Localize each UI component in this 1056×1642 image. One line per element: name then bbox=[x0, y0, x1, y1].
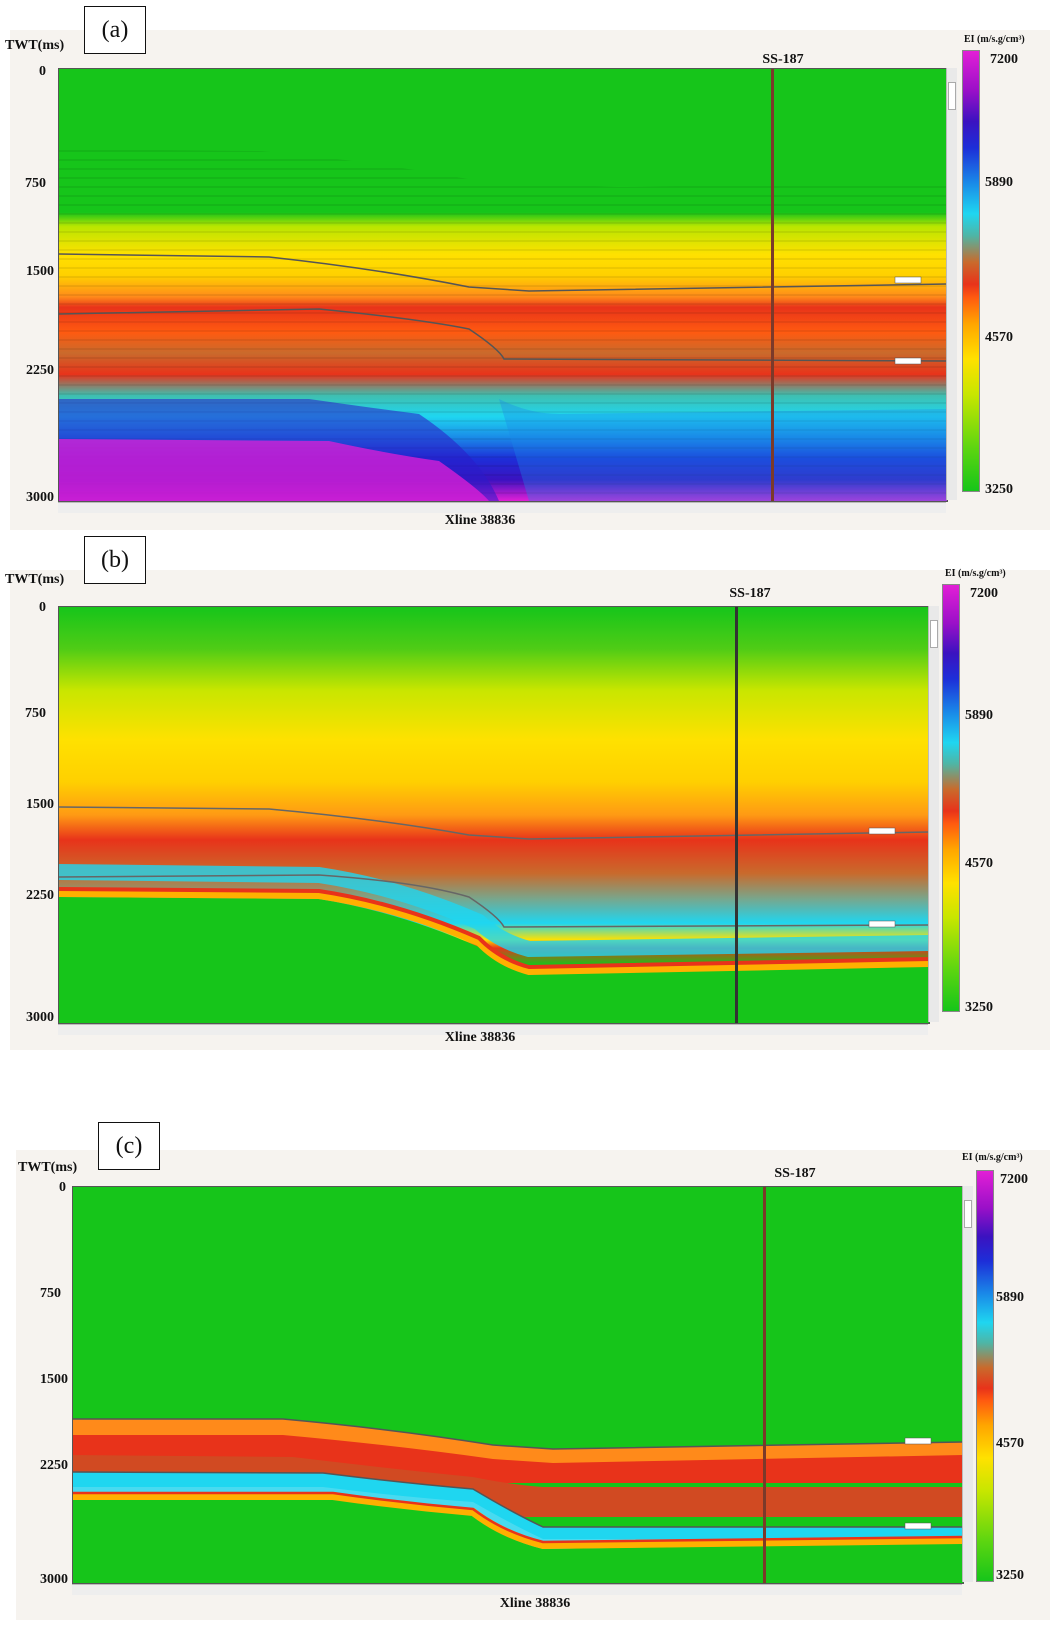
panel-a-axis-title: TWT(ms) bbox=[5, 38, 65, 53]
panel-b-tick-2250: 2250 bbox=[26, 888, 54, 903]
panel-b-section-svg bbox=[59, 607, 929, 1023]
panel-b-tick-0: 0 bbox=[39, 600, 46, 615]
panel-a-horizontal-scrollbar[interactable] bbox=[58, 502, 946, 513]
panel-a-colorbar-5890: 5890 bbox=[985, 175, 1013, 190]
panel-a-xline-label: Xline 38836 bbox=[444, 513, 516, 528]
panel-a-colorbar-3250: 3250 bbox=[985, 482, 1013, 497]
panel-b-well-label: SS-187 bbox=[729, 586, 771, 601]
panel-b-vertical-scroll-thumb[interactable] bbox=[930, 620, 938, 648]
panel-c-tick-1500: 1500 bbox=[40, 1372, 68, 1387]
panel-a-vertical-scrollbar[interactable] bbox=[946, 68, 957, 500]
panel-c-horizontal-scrollbar[interactable] bbox=[72, 1584, 962, 1595]
panel-a-tick-2250: 2250 bbox=[26, 363, 54, 378]
panel-c-vertical-scroll-thumb[interactable] bbox=[964, 1200, 972, 1228]
panel-c-tick-750: 750 bbox=[40, 1286, 61, 1301]
panel-c-axis-title: TWT(ms) bbox=[18, 1160, 78, 1175]
panel-b-colorbar-5890: 5890 bbox=[965, 708, 993, 723]
panel-c-colorbar-5890: 5890 bbox=[996, 1290, 1024, 1305]
panel-b-colorbar-7200: 7200 bbox=[970, 586, 998, 601]
panel-c-colorbar-3250: 3250 bbox=[996, 1568, 1024, 1583]
panel-a-colorbar bbox=[962, 50, 980, 492]
panel-c-vertical-scrollbar[interactable] bbox=[962, 1186, 973, 1582]
panel-c-section-svg bbox=[73, 1187, 963, 1583]
panel-c-well-label: SS-187 bbox=[774, 1166, 816, 1181]
panel-b-tag: (b) bbox=[84, 536, 146, 584]
panel-b-horizontal-scrollbar[interactable] bbox=[58, 1024, 928, 1035]
panel-b-colorbar bbox=[942, 584, 960, 1012]
panel-b-xline-label: Xline 38836 bbox=[444, 1030, 516, 1045]
panel-b-vertical-scrollbar[interactable] bbox=[928, 606, 939, 1022]
panel-c-xline-label: Xline 38836 bbox=[499, 1596, 571, 1611]
panel-b-tick-750: 750 bbox=[25, 706, 46, 721]
panel-c-colorbar-4570: 4570 bbox=[996, 1436, 1024, 1451]
panel-b-tick-1500: 1500 bbox=[26, 797, 54, 812]
panel-a-tick-1500: 1500 bbox=[26, 264, 54, 279]
panel-a-colorbar-title: EI (m/s.g/cm³) bbox=[964, 34, 1025, 45]
panel-c-seismic-section[interactable] bbox=[72, 1186, 964, 1584]
panel-c-tick-0: 0 bbox=[59, 1180, 66, 1195]
panel-b-colorbar-4570: 4570 bbox=[965, 856, 993, 871]
panel-a-tag: (a) bbox=[84, 6, 146, 54]
panel-b-axis-title: TWT(ms) bbox=[5, 572, 65, 587]
panel-b-colorbar-3250: 3250 bbox=[965, 1000, 993, 1015]
panel-b-colorbar-title: EI (m/s.g/cm³) bbox=[945, 568, 1006, 579]
panel-c-colorbar bbox=[976, 1170, 994, 1582]
panel-a-seismic-section[interactable] bbox=[58, 68, 948, 502]
panel-a-section-svg bbox=[59, 69, 947, 501]
panel-c-tag: (c) bbox=[98, 1122, 160, 1170]
panel-b-seismic-section[interactable] bbox=[58, 606, 930, 1024]
panel-a-colorbar-4570: 4570 bbox=[985, 330, 1013, 345]
panel-a-colorbar-7200: 7200 bbox=[990, 52, 1018, 67]
panel-c-tick-2250: 2250 bbox=[40, 1458, 68, 1473]
panel-a-tick-750: 750 bbox=[25, 176, 46, 191]
panel-b-tick-3000: 3000 bbox=[26, 1010, 54, 1025]
panel-a-well-label: SS-187 bbox=[762, 52, 804, 67]
panel-a-tick-0: 0 bbox=[39, 64, 46, 79]
panel-c-tick-3000: 3000 bbox=[40, 1572, 68, 1587]
panel-a-tick-3000: 3000 bbox=[26, 490, 54, 505]
panel-c-colorbar-7200: 7200 bbox=[1000, 1172, 1028, 1187]
panel-c-colorbar-title: EI (m/s.g/cm³) bbox=[962, 1152, 1023, 1163]
panel-a-vertical-scroll-thumb[interactable] bbox=[948, 82, 956, 110]
